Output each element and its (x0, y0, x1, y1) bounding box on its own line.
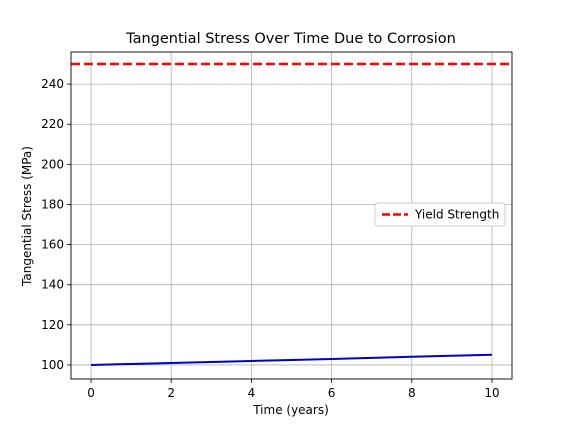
y-tick-label: 200 (41, 157, 64, 171)
legend: Yield Strength (374, 202, 506, 227)
legend-box (374, 202, 506, 227)
chart-title: Tangential Stress Over Time Due to Corro… (125, 31, 456, 47)
y-tick-label: 160 (41, 238, 64, 252)
y-tick-label: 140 (41, 278, 64, 292)
x-axis-ticks: 0 2 4 6 8 10 (87, 379, 500, 400)
y-tick-label: 220 (41, 117, 64, 131)
x-tick-label: 10 (484, 386, 499, 400)
stress-series-line (91, 353, 492, 366)
plot-area-frame (70, 51, 513, 380)
x-tick-label: 4 (248, 386, 256, 400)
x-axis-label: Time (years) (252, 403, 329, 417)
y-tick-label: 180 (41, 197, 64, 211)
legend-label: Yield Strength (414, 208, 499, 222)
y-tick-label: 100 (41, 358, 64, 372)
y-axis-label: Tangential Stress (MPa) (20, 146, 34, 287)
y-tick-label: 240 (41, 77, 64, 91)
x-tick-label: 0 (87, 386, 95, 400)
x-tick-label: 8 (408, 386, 416, 400)
x-tick-label: 6 (328, 386, 336, 400)
y-axis-ticks: 100 120 140 160 180 200 220 240 (41, 77, 71, 372)
series-lines (91, 353, 492, 366)
y-tick-label: 120 (41, 318, 64, 332)
x-tick-label: 2 (167, 386, 175, 400)
